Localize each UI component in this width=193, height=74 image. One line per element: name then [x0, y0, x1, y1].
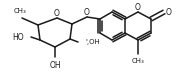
Text: O: O: [54, 9, 60, 18]
Text: CH₃: CH₃: [14, 8, 26, 14]
Text: OH: OH: [49, 61, 61, 70]
Text: O: O: [166, 7, 172, 17]
Text: ',OH: ',OH: [85, 39, 100, 45]
Text: O: O: [135, 3, 141, 11]
Text: O: O: [84, 7, 90, 17]
Text: CH₃: CH₃: [132, 58, 144, 64]
Text: HO: HO: [12, 32, 24, 42]
